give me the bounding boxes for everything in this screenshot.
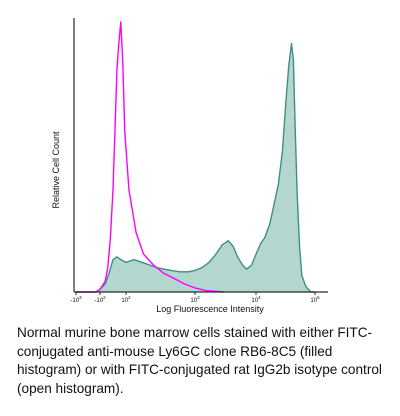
histogram-chart: -103 -102 102 103 104 105 Relative Cell Count… — [51, 18, 328, 314]
x-tick-label: 104 — [251, 295, 261, 304]
x-tick-layer: -103 -102 102 103 104 105 — [70, 292, 320, 304]
x-tick-label: -102 — [94, 295, 106, 304]
x-tick-label: 105 — [310, 295, 320, 304]
y-axis-label: Relative Cell Count — [51, 131, 61, 209]
series-filled-area — [76, 43, 315, 292]
figure-caption: Normal murine bone marrow cells stained … — [17, 325, 382, 396]
series-filled-line — [76, 42, 315, 293]
x-tick-label: 103 — [190, 295, 200, 304]
series-layer — [76, 21, 315, 293]
x-tick-label: -103 — [70, 295, 82, 304]
x-axis-label: Log Fluorescence Intensity — [156, 304, 264, 314]
x-tick-label: 102 — [121, 295, 131, 304]
series-open-line — [76, 21, 225, 293]
